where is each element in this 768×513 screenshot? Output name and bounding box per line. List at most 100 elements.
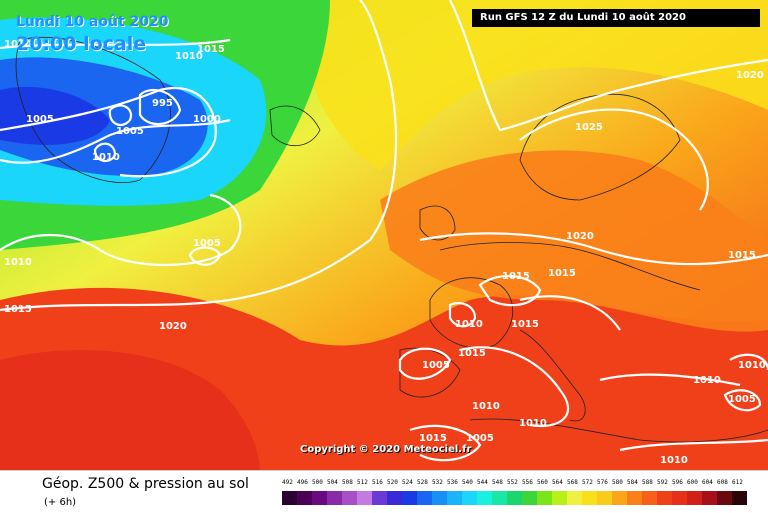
isobar-label: 1005 bbox=[466, 433, 494, 444]
isobar-label: 1005 bbox=[422, 360, 450, 371]
scale-swatch bbox=[567, 491, 582, 505]
scale-tick-label: 560 bbox=[537, 479, 548, 486]
copyright-notice: Copyright © 2020 Meteociel.fr bbox=[300, 444, 472, 455]
scale-tick-label: 588 bbox=[642, 479, 653, 486]
scale-swatch bbox=[672, 491, 687, 505]
isobar-label: 1025 bbox=[575, 122, 603, 133]
scale-swatch bbox=[327, 491, 342, 505]
scale-swatch bbox=[597, 491, 612, 505]
scale-swatch bbox=[642, 491, 657, 505]
scale-tick-label: 500 bbox=[312, 479, 323, 486]
isobar-label: 1015 bbox=[728, 250, 756, 261]
scale-swatch bbox=[492, 491, 507, 505]
deep-low-core bbox=[0, 86, 110, 145]
isobar-label: 1010 bbox=[455, 319, 483, 330]
scale-tick-label: 572 bbox=[582, 479, 593, 486]
scale-swatch bbox=[282, 491, 297, 505]
scale-tick-label: 524 bbox=[402, 479, 413, 486]
scale-tick-label: 596 bbox=[672, 479, 683, 486]
scale-tick-label: 576 bbox=[597, 479, 608, 486]
isobar-label: 1015 bbox=[419, 433, 447, 444]
isobar-label: 1005 bbox=[116, 126, 144, 137]
model-run-label: Run GFS 12 Z du Lundi 10 août 2020 bbox=[472, 9, 760, 27]
scale-swatch bbox=[612, 491, 627, 505]
forecast-date: Lundi 10 août 2020 bbox=[16, 14, 169, 30]
scale-tick-label: 536 bbox=[447, 479, 458, 486]
scale-tick-label: 548 bbox=[492, 479, 503, 486]
isobar-label: 1010 bbox=[693, 375, 721, 386]
isobar-label: 1010 bbox=[660, 455, 688, 466]
isobar-label: 1000 bbox=[193, 114, 221, 125]
scale-swatch bbox=[702, 491, 717, 505]
isobar-label: 1015 bbox=[197, 44, 225, 55]
scale-tick-label: 508 bbox=[342, 479, 353, 486]
scale-swatch bbox=[462, 491, 477, 505]
warm-zone-europe bbox=[380, 150, 768, 332]
scale-tick-label: 580 bbox=[612, 479, 623, 486]
map-canvas: 1010 1015 1010 995 1005 1000 1005 1010 1… bbox=[0, 0, 768, 470]
scale-tick-label: 604 bbox=[702, 479, 713, 486]
isobar-label: 1015 bbox=[458, 348, 486, 359]
scale-tick-label: 600 bbox=[687, 479, 698, 486]
isobar-labels: 1010 1015 1010 995 1005 1000 1005 1010 1… bbox=[4, 39, 766, 466]
scale-swatch bbox=[372, 491, 387, 505]
scale-tick-label: 520 bbox=[387, 479, 398, 486]
hot-core-southwest bbox=[0, 350, 260, 470]
scale-tick-label: 544 bbox=[477, 479, 488, 486]
isobar-label: 995 bbox=[152, 98, 173, 109]
isobar-label: 1010 bbox=[4, 39, 32, 50]
scale-swatch bbox=[477, 491, 492, 505]
scale-tick-label: 540 bbox=[462, 479, 473, 486]
scale-tick-label: 528 bbox=[417, 479, 428, 486]
scale-swatch bbox=[657, 491, 672, 505]
isobar-label: 1015 bbox=[548, 268, 576, 279]
scale-swatch bbox=[732, 491, 747, 505]
isobar-label: 1010 bbox=[4, 257, 32, 268]
scale-swatch bbox=[417, 491, 432, 505]
scale-swatch bbox=[627, 491, 642, 505]
scale-tick-label: 556 bbox=[522, 479, 533, 486]
scale-tick-label: 592 bbox=[657, 479, 668, 486]
isobar-label: 1020 bbox=[566, 231, 594, 242]
scale-swatch bbox=[297, 491, 312, 505]
isobar-label: 1010 bbox=[92, 152, 120, 163]
scale-tick-label: 512 bbox=[357, 479, 368, 486]
scale-swatch bbox=[537, 491, 552, 505]
scale-tick-label: 504 bbox=[327, 479, 338, 486]
scale-tick-label: 516 bbox=[372, 479, 383, 486]
scale-swatch bbox=[387, 491, 402, 505]
isobar-label: 1005 bbox=[193, 238, 221, 249]
scale-swatch bbox=[507, 491, 522, 505]
scale-tick-label: 612 bbox=[732, 479, 743, 486]
isobar-label: 1020 bbox=[159, 321, 187, 332]
isobar-label: 1015 bbox=[502, 271, 530, 282]
isobar-label: 1005 bbox=[728, 394, 756, 405]
isobar-label: 1010 bbox=[175, 51, 203, 62]
color-scale: 492 496 500 504 508 512 516 520 524 528 532 536 540 5… bbox=[282, 479, 754, 511]
scale-swatch bbox=[312, 491, 327, 505]
scale-swatch bbox=[432, 491, 447, 505]
isobar-label: 1010 bbox=[519, 418, 547, 429]
legend-subtitle: (+ 6h) bbox=[44, 497, 77, 508]
yellow-band bbox=[300, 0, 768, 170]
scale-tick-label: 552 bbox=[507, 479, 518, 486]
scale-tick-label: 532 bbox=[432, 479, 443, 486]
isobar-label: 1010 bbox=[738, 360, 766, 371]
legend-title: Géop. Z500 & pression au sol bbox=[42, 476, 249, 492]
scale-tick-label: 608 bbox=[717, 479, 728, 486]
forecast-time: 20:00 locale bbox=[16, 33, 147, 55]
scale-swatch bbox=[582, 491, 597, 505]
scale-tick-label: 564 bbox=[552, 479, 563, 486]
legend-bar: Géop. Z500 & pression au sol (+ 6h) 492 4… bbox=[0, 470, 768, 513]
scale-swatch bbox=[342, 491, 357, 505]
isobar-label: 1020 bbox=[736, 70, 764, 81]
isobar-label: 1010 bbox=[472, 401, 500, 412]
scale-swatch bbox=[552, 491, 567, 505]
scale-tick-label: 496 bbox=[297, 479, 308, 486]
isobars bbox=[0, 0, 768, 460]
scale-swatch bbox=[687, 491, 702, 505]
scale-tick-label: 492 bbox=[282, 479, 293, 486]
scale-tick-label: 584 bbox=[627, 479, 638, 486]
scale-swatch bbox=[447, 491, 462, 505]
isobar-label: 1015 bbox=[511, 319, 539, 330]
